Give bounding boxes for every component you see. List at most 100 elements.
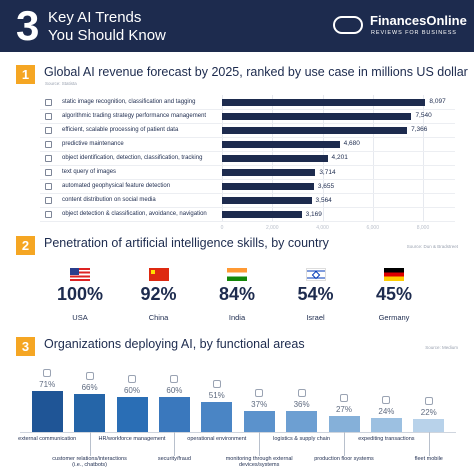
row-icon — [45, 183, 52, 191]
row-icon — [45, 126, 52, 134]
stat-value: 45% — [375, 284, 413, 304]
value-label: 7,540 — [415, 112, 432, 120]
bar — [201, 402, 233, 432]
row-separator — [40, 150, 455, 152]
area-icon — [43, 368, 52, 377]
category-label: customer relations/interactions (i.e., c… — [52, 456, 127, 469]
area-icon — [382, 396, 391, 405]
x-tick-label: 0 — [220, 224, 224, 231]
row-separator — [40, 122, 455, 124]
category-label: security/fraud — [157, 456, 191, 462]
category-label: monitoring through external devices/syst… — [225, 456, 293, 469]
area-icon — [424, 397, 433, 406]
section-number: 1 — [16, 65, 35, 84]
category-label: logistics & supply chain — [273, 436, 331, 442]
row-icon — [45, 140, 52, 148]
area-icon — [212, 380, 221, 389]
grid-line — [372, 95, 374, 222]
category-label: predictive maintenance — [62, 140, 124, 147]
header-title: You Should Know — [48, 27, 166, 44]
row-separator — [40, 221, 455, 222]
value-label: 7,366 — [411, 126, 428, 134]
area-icon — [170, 375, 179, 384]
value-label: 27% — [335, 405, 352, 415]
bar — [222, 140, 340, 148]
category-label: algorithmic trading strategy performance… — [62, 112, 207, 119]
flag — [150, 270, 155, 274]
section-number: 3 — [16, 337, 35, 356]
x-tick-label: 8,000 — [416, 224, 430, 231]
connector — [344, 432, 345, 456]
category-label: static image recognition, classification… — [62, 98, 196, 105]
country-label: Israel — [306, 313, 325, 322]
bar — [243, 410, 275, 432]
row-icon — [45, 197, 52, 205]
row-separator — [40, 179, 455, 180]
bar — [222, 112, 412, 120]
bar — [31, 390, 63, 432]
row-icon — [45, 169, 52, 176]
area-icon — [340, 394, 348, 403]
category-label: automated geophysical feature detection — [62, 183, 171, 190]
stat-value: 100% — [56, 284, 104, 304]
value-label: 66% — [81, 382, 98, 392]
x-tick-label: 2,000 — [265, 224, 279, 231]
value-label: 71% — [39, 379, 56, 389]
country-label: China — [148, 313, 169, 322]
bar — [222, 126, 408, 134]
section-title: Penetration of artificial intelligence s… — [44, 236, 329, 250]
value-label: 3,564 — [315, 196, 332, 204]
source: Source: Medium — [425, 345, 458, 350]
value-label: 3,655 — [317, 182, 335, 190]
bar — [222, 154, 328, 162]
row-separator — [40, 207, 455, 208]
bar — [222, 197, 312, 205]
value-label: 36% — [293, 400, 310, 410]
row-separator — [40, 193, 455, 194]
bar — [116, 397, 148, 432]
stat-value: 54% — [297, 284, 334, 304]
section-title: Global AI revenue forecast by 2025, rank… — [44, 65, 468, 79]
bar — [222, 183, 314, 191]
country-label: India — [228, 313, 246, 322]
x-tick-label: 6,000 — [366, 224, 379, 231]
value-label: 22% — [420, 408, 437, 418]
grid-line — [423, 95, 424, 222]
area-icon — [255, 388, 264, 397]
row-separator — [40, 108, 455, 110]
source: Source: Statista — [45, 81, 77, 86]
source: Source: Dun & Bradstreet — [406, 244, 458, 249]
connector — [428, 432, 430, 456]
flag — [227, 268, 247, 281]
category-label: object identification, detection, classi… — [62, 154, 203, 161]
connector — [89, 432, 91, 456]
area-icon — [297, 389, 306, 398]
category-label: expediting transactions — [358, 436, 415, 442]
logo-tagline: REVIEWS FOR BUSINESS — [371, 30, 457, 36]
value-label: 60% — [166, 386, 183, 396]
country-label: USA — [72, 313, 88, 322]
category-label: production floor systems — [314, 456, 374, 462]
area-icon — [85, 371, 94, 380]
category-label: object detection & classification, avoid… — [62, 211, 207, 218]
bar — [328, 416, 360, 432]
value-label: 3,169 — [305, 210, 322, 218]
baseline — [20, 432, 456, 433]
logo-name: FinancesOnline — [370, 13, 467, 28]
row-separator — [40, 165, 455, 166]
category-label: efficient, scalable processing of patien… — [62, 126, 179, 133]
bar — [74, 393, 106, 432]
connector — [174, 432, 175, 456]
bar — [222, 98, 426, 106]
row-icon — [45, 98, 52, 106]
country-label: Germany — [378, 313, 410, 322]
category-label: content distribution on social media — [62, 197, 156, 204]
header-title: Key AI Trends — [48, 9, 142, 26]
category-label: external communication — [18, 436, 77, 442]
bar — [413, 419, 445, 432]
value-label: 60% — [123, 386, 140, 396]
value-label: 3,714 — [319, 168, 336, 176]
logo-icon — [333, 16, 363, 34]
header — [0, 0, 474, 52]
